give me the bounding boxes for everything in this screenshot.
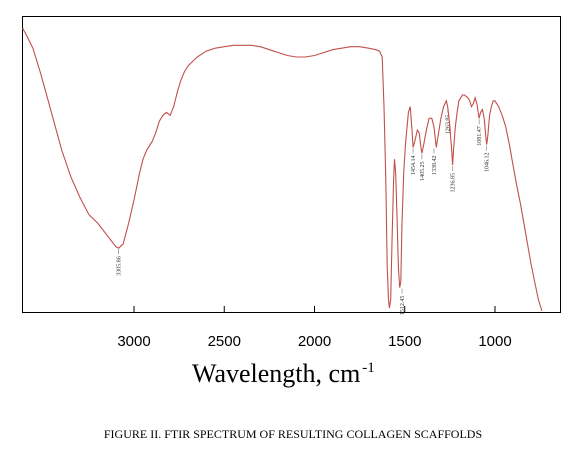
peak-label: 1046.12	[485, 153, 491, 173]
ftir-spectrum-line	[22, 27, 543, 312]
peak-label: 1512.45	[400, 296, 406, 316]
peak-annotations: 3305.86 1512.45 1454.14 1405.25 1338.42 1236.…	[117, 107, 491, 316]
x-tick-label: 2000	[298, 333, 331, 350]
x-tick-label: 2500	[208, 333, 241, 350]
x-axis-label-superscript: -1	[362, 360, 375, 376]
peak-label: 1405.25	[420, 161, 426, 181]
plot-frame	[22, 16, 561, 313]
x-tick-label: 1000	[478, 333, 511, 350]
figure-caption: FIGURE II. FTIR SPECTRUM OF RESULTING CO…	[104, 427, 482, 441]
x-tick-label: 1500	[388, 333, 421, 350]
x-axis-ticks: 3000 2500 2000 1500 1000	[117, 306, 512, 350]
peak-label: 3305.86	[117, 256, 123, 276]
x-axis-label: Wavelength, cm -1	[192, 359, 375, 388]
x-axis-label-main: Wavelength, cm	[192, 359, 360, 388]
peak-label: 1454.14	[411, 155, 417, 175]
peak-label: 1236.85	[451, 173, 457, 193]
peak-label: 1338.42	[432, 155, 438, 175]
peak-label: 1081.47	[477, 126, 483, 146]
x-tick-label: 3000	[117, 333, 150, 350]
peak-label: 1263.95	[446, 115, 452, 135]
